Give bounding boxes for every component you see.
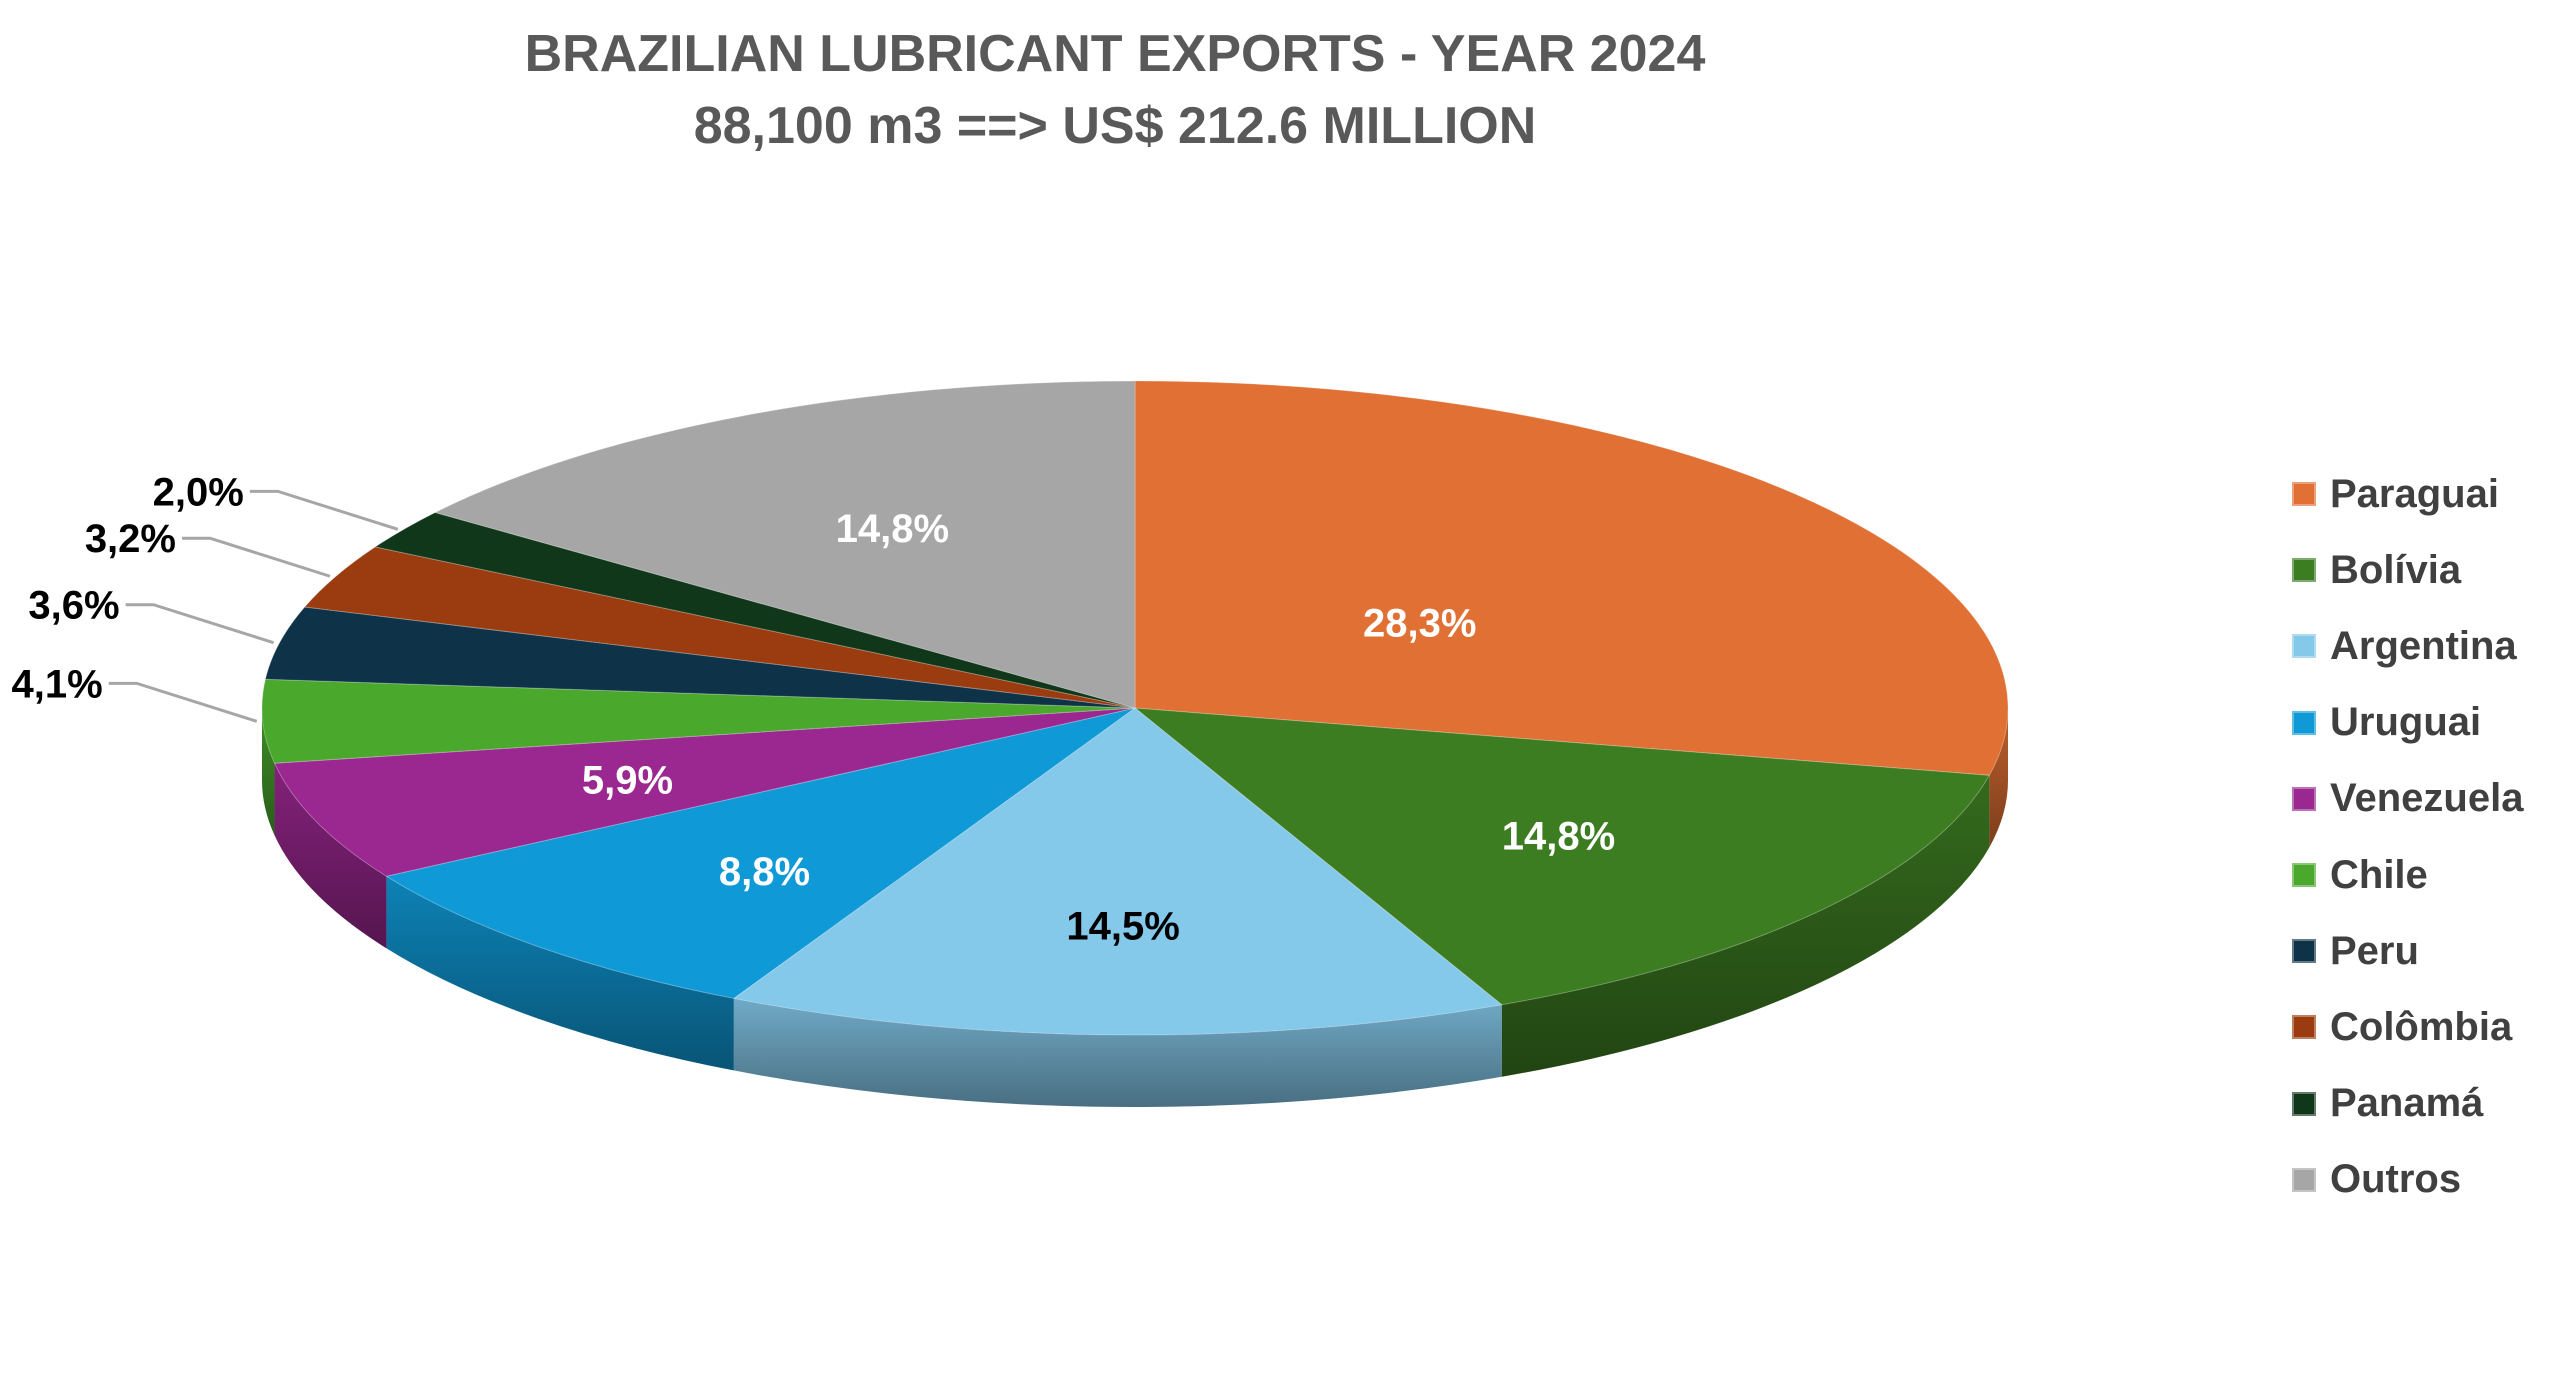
legend-swatch [2292,939,2316,964]
leader-line-colombia [181,536,331,578]
pie-slice-bolivia [1133,707,1991,1006]
legend-label: Colômbia [2330,1004,2513,1049]
chart-title-block: BRAZILIAN LUBRICANT EXPORTS - YEAR 2024 … [0,18,2230,162]
pie-side-shade-paraguai [1989,708,2008,848]
pie-slice-argentina [732,707,1503,1036]
legend-swatch [2292,634,2316,659]
legend-item-uruguai: Uruguai [2292,685,2523,761]
pie-slice-chile [261,678,1136,764]
legend-swatch [2292,1091,2316,1116]
legend-swatch [2292,710,2316,735]
data-label-chile: 4,1% [12,662,103,706]
legend-item-venezuela: Venezuela [2292,761,2523,837]
legend-label: Venezuela [2330,776,2524,821]
pie-slice-paraguai [1134,380,2009,776]
legend-item-bolivia: Bolívia [2292,532,2523,608]
pie-sides [262,708,2008,1107]
data-label-peru: 3,6% [28,584,119,628]
leader-line-chile [108,681,258,723]
legend-label: Bolívia [2330,547,2462,592]
legend-item-peru: Peru [2292,913,2523,989]
pie-slice-peru [264,606,1136,709]
pie-data-labels: 28,3% 14,8% 14,5% 8,8% 5,9% 4,1% 3,6% 3,2%2,0% 1… [12,470,1616,948]
pie-side-shade-chile [262,708,275,836]
data-label-venezuela: 5,9% [582,758,673,802]
legend-label: Outros [2330,1157,2462,1202]
data-label-panama: 2,0% [153,470,244,514]
legend-item-chile: Chile [2292,837,2523,913]
legend-item-argentina: Argentina [2292,608,2523,684]
pie-side-shade-bolivia [1501,775,1990,1077]
legend-item-outros: Outros [2292,1142,2523,1218]
data-label-uruguai: 8,8% [719,850,810,894]
data-label-argentina: 14,5% [1066,905,1179,949]
pie-leader-lines [108,489,399,723]
data-label-colombia: 3,2% [85,517,176,561]
pie-slice-outros [433,380,1136,709]
legend: Paraguai Bolívia Argentina Uruguai Venezuela… [2292,456,2523,1218]
legend-swatch [2292,482,2316,507]
legend-label: Paraguai [2330,471,2499,516]
legend-swatch [2292,863,2316,888]
pie-slice-uruguai [385,707,1136,999]
data-label-paraguai: 28,3% [1363,601,1476,645]
leader-line-panama [249,489,399,531]
leader-line-peru [125,603,275,645]
legend-label: Panamá [2330,1081,2484,1126]
legend-swatch [2292,558,2316,583]
legend-label: Peru [2330,928,2419,973]
pie-slice-panama [374,511,1136,709]
legend-label: Uruguai [2330,700,2482,745]
pie-side-shade-venezuela [274,763,387,949]
data-label-outros: 14,8% [836,507,949,551]
legend-item-colombia: Colômbia [2292,989,2523,1065]
legend-item-paraguai: Paraguai [2292,456,2523,532]
pie-side-shade-uruguai [386,876,734,1071]
chart-subtitle: 88,100 m3 ==> US$ 212.6 MILLION [693,97,1537,155]
legend-swatch [2292,786,2316,811]
legend-label: Argentina [2330,623,2517,668]
data-label-bolivia: 14,8% [1502,814,1615,858]
pie-slice-venezuela [273,707,1136,877]
chart-title: BRAZILIAN LUBRICANT EXPORTS - YEAR 2024 [524,25,1706,83]
pie-top [261,380,2009,1036]
legend-swatch [2292,1167,2316,1192]
legend-label: Chile [2330,852,2428,897]
legend-item-panama: Panamá [2292,1066,2523,1142]
pie-slice-colombia [303,546,1136,709]
legend-swatch [2292,1015,2316,1040]
pie-side-shade-argentina [733,998,1502,1107]
